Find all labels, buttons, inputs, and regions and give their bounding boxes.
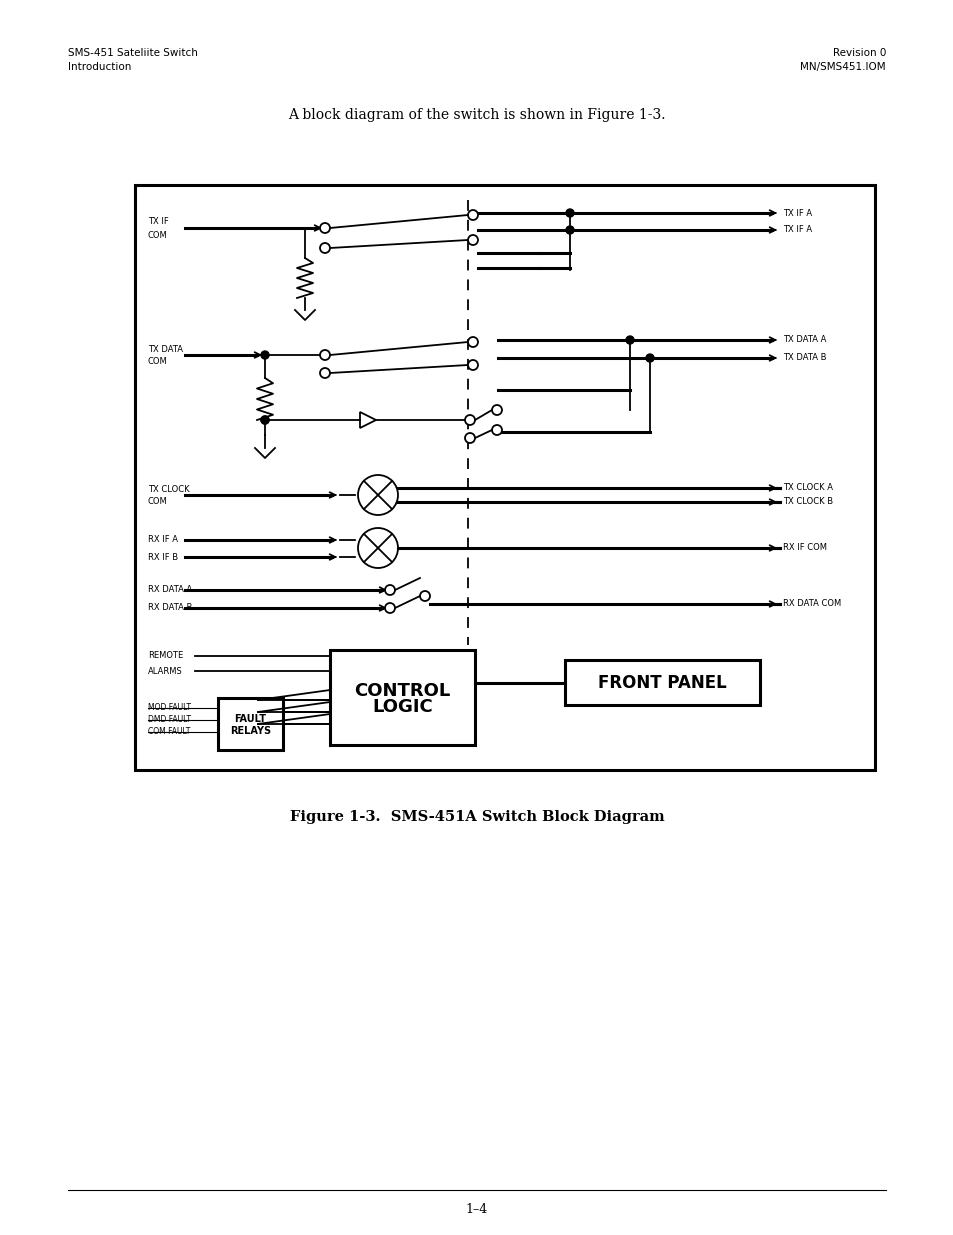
Text: COM: COM: [148, 357, 168, 367]
Text: REMOTE: REMOTE: [148, 652, 183, 661]
Circle shape: [468, 359, 477, 370]
Text: COM: COM: [148, 498, 168, 506]
Text: RX IF B: RX IF B: [148, 552, 178, 562]
Polygon shape: [359, 412, 375, 429]
Circle shape: [261, 351, 269, 359]
Circle shape: [464, 415, 475, 425]
Text: CONTROL: CONTROL: [354, 682, 450, 699]
Circle shape: [419, 592, 430, 601]
Text: TX IF A: TX IF A: [782, 226, 811, 235]
Circle shape: [357, 475, 397, 515]
Circle shape: [385, 603, 395, 613]
Circle shape: [261, 416, 269, 424]
Text: RX DATA A: RX DATA A: [148, 585, 193, 594]
Circle shape: [357, 529, 397, 568]
Text: SMS-451 Sateliite Switch: SMS-451 Sateliite Switch: [68, 48, 197, 58]
Text: TX IF A: TX IF A: [782, 209, 811, 217]
Text: A block diagram of the switch is shown in Figure 1-3.: A block diagram of the switch is shown i…: [288, 107, 665, 122]
Text: COM FAULT: COM FAULT: [148, 727, 191, 736]
Circle shape: [468, 210, 477, 220]
Text: 1–4: 1–4: [465, 1203, 488, 1216]
Text: RX DATA B: RX DATA B: [148, 604, 193, 613]
Text: RX DATA COM: RX DATA COM: [782, 599, 841, 609]
Text: FAULT: FAULT: [234, 714, 266, 724]
Text: DMD FAULT: DMD FAULT: [148, 715, 191, 725]
Text: LOGIC: LOGIC: [372, 699, 433, 716]
Text: FRONT PANEL: FRONT PANEL: [598, 673, 726, 692]
Circle shape: [319, 224, 330, 233]
Bar: [135, 185, 874, 769]
Circle shape: [468, 337, 477, 347]
Circle shape: [319, 243, 330, 253]
Bar: [564, 659, 760, 705]
Circle shape: [385, 585, 395, 595]
Text: MOD FAULT: MOD FAULT: [148, 704, 191, 713]
Text: RX IF A: RX IF A: [148, 536, 178, 545]
Text: TX CLOCK: TX CLOCK: [148, 484, 190, 494]
Text: ALARMS: ALARMS: [148, 667, 183, 676]
Circle shape: [492, 405, 501, 415]
Circle shape: [565, 209, 574, 217]
Text: MN/SMS451.IOM: MN/SMS451.IOM: [800, 62, 885, 72]
Text: TX IF: TX IF: [148, 217, 169, 226]
Text: Revision 0: Revision 0: [832, 48, 885, 58]
Circle shape: [468, 235, 477, 245]
Text: TX DATA A: TX DATA A: [782, 336, 825, 345]
Text: RELAYS: RELAYS: [230, 726, 271, 736]
Text: TX CLOCK A: TX CLOCK A: [782, 483, 832, 493]
Bar: [218, 698, 283, 750]
Circle shape: [464, 433, 475, 443]
Text: TX CLOCK B: TX CLOCK B: [782, 498, 832, 506]
Circle shape: [319, 368, 330, 378]
Bar: [330, 650, 475, 745]
Text: Figure 1-3.  SMS-451A Switch Block Diagram: Figure 1-3. SMS-451A Switch Block Diagra…: [290, 810, 663, 824]
Text: Introduction: Introduction: [68, 62, 132, 72]
Text: COM: COM: [148, 231, 168, 240]
Circle shape: [565, 226, 574, 233]
Circle shape: [492, 425, 501, 435]
Circle shape: [261, 416, 269, 424]
Circle shape: [319, 350, 330, 359]
Text: RX IF COM: RX IF COM: [782, 543, 826, 552]
Text: TX DATA: TX DATA: [148, 345, 183, 353]
Circle shape: [645, 354, 654, 362]
Text: TX DATA B: TX DATA B: [782, 353, 825, 363]
Circle shape: [625, 336, 634, 345]
